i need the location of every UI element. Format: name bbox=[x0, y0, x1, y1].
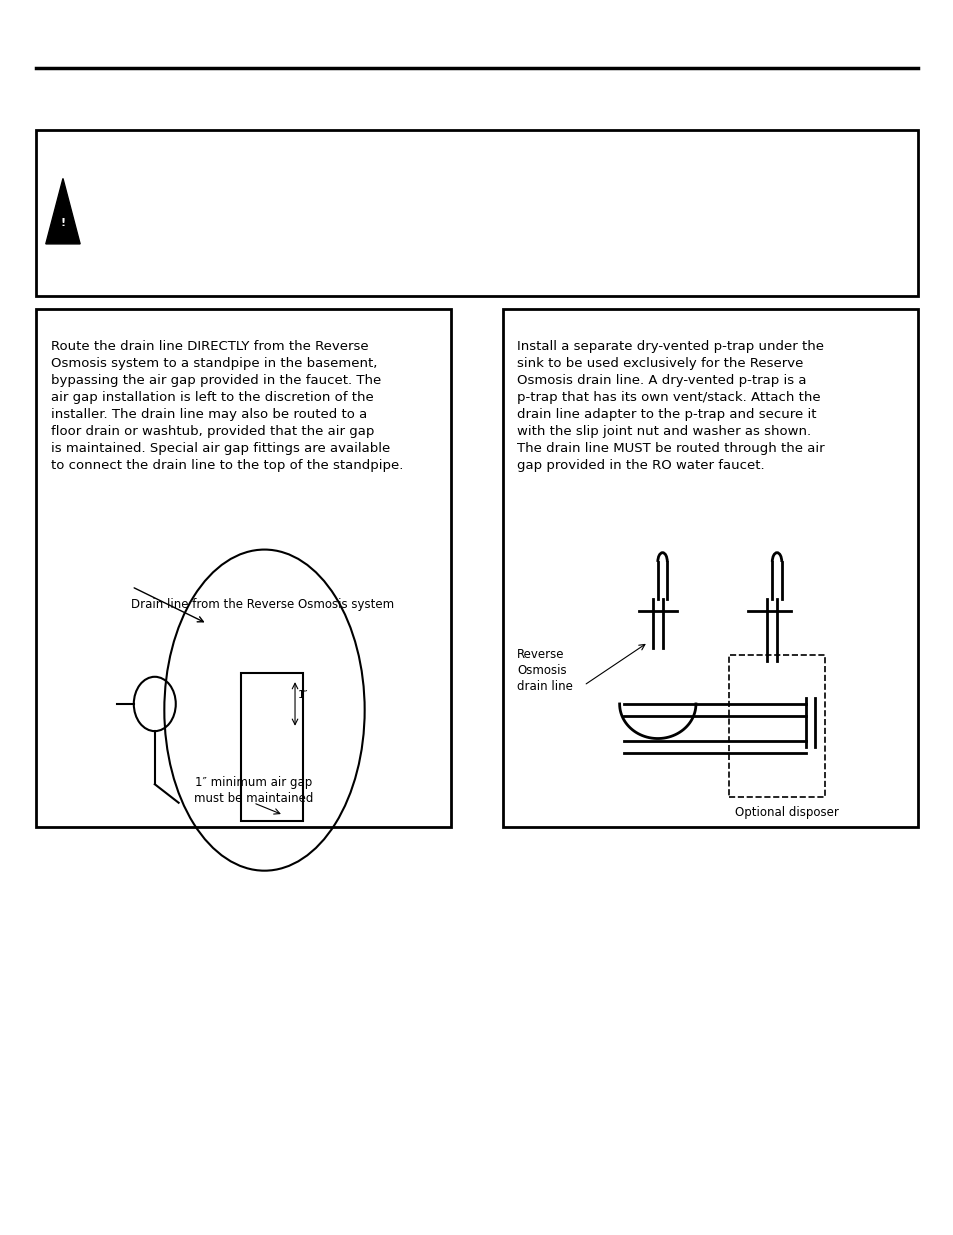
FancyBboxPatch shape bbox=[36, 309, 451, 827]
FancyBboxPatch shape bbox=[36, 130, 917, 296]
Text: Reverse
Osmosis
drain line: Reverse Osmosis drain line bbox=[517, 648, 573, 693]
Text: 1″: 1″ bbox=[297, 690, 308, 700]
Text: Route the drain line DIRECTLY from the Reverse
Osmosis system to a standpipe in : Route the drain line DIRECTLY from the R… bbox=[51, 340, 402, 472]
FancyBboxPatch shape bbox=[502, 309, 917, 827]
Text: Optional disposer: Optional disposer bbox=[734, 806, 838, 820]
Polygon shape bbox=[46, 179, 80, 245]
Text: Install a separate dry-vented p-trap under the
sink to be used exclusively for t: Install a separate dry-vented p-trap und… bbox=[517, 340, 823, 472]
Text: !: ! bbox=[60, 217, 66, 228]
Polygon shape bbox=[250, 685, 293, 809]
Text: 1″ minimum air gap
must be maintained: 1″ minimum air gap must be maintained bbox=[193, 777, 313, 805]
Text: Drain line from the Reverse Osmosis system: Drain line from the Reverse Osmosis syst… bbox=[132, 598, 394, 611]
